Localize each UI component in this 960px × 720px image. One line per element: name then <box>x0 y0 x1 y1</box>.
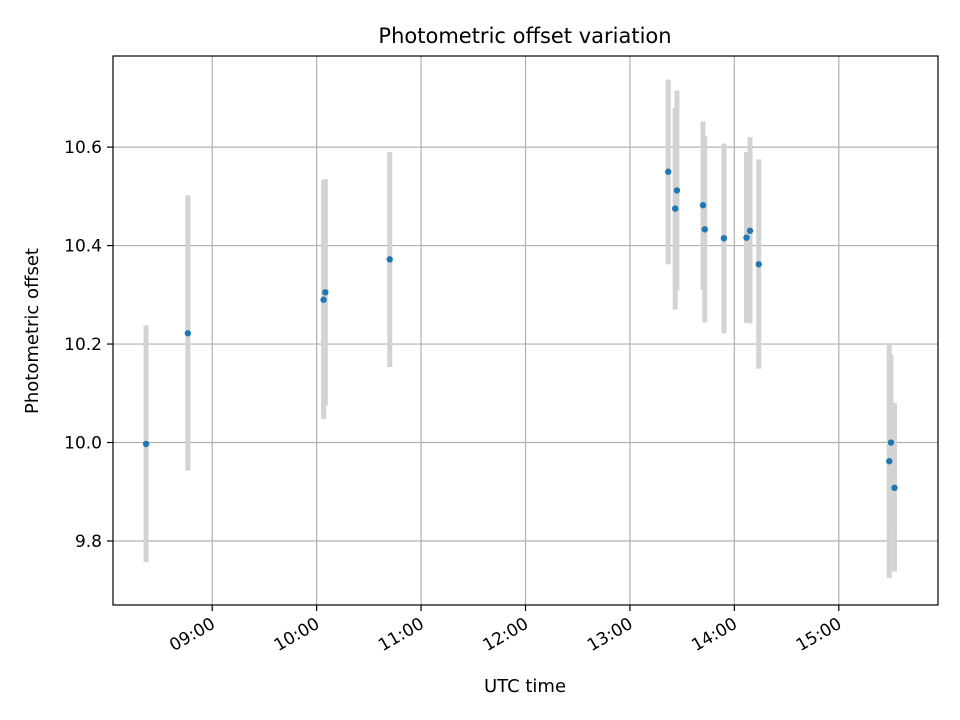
data-point <box>743 234 750 241</box>
data-point <box>746 227 754 234</box>
x-axis-label: UTC time <box>484 676 566 697</box>
grid-lines <box>113 56 938 605</box>
data-point <box>322 289 329 296</box>
chart-title: Photometric offset variation <box>378 24 671 48</box>
data-points <box>142 168 898 492</box>
data-point <box>142 440 150 448</box>
data-point <box>755 261 762 268</box>
y-axis-label: Photometric offset <box>22 248 43 414</box>
data-point <box>184 330 192 337</box>
y-tick-label: 10.2 <box>64 335 102 355</box>
data-point <box>671 205 679 212</box>
data-point <box>886 458 893 465</box>
data-point <box>673 187 681 194</box>
data-point <box>699 201 707 209</box>
data-point <box>665 168 672 175</box>
y-axis-ticks: 9.8 10.0 10.2 10.4 10.6 <box>64 138 113 552</box>
y-tick-label: 9.8 <box>75 532 102 552</box>
data-point <box>720 234 728 242</box>
data-point <box>320 296 327 303</box>
data-point <box>887 439 895 446</box>
y-tick-label: 10.0 <box>64 434 102 454</box>
y-tick-label: 10.6 <box>64 138 102 158</box>
y-tick-label: 10.4 <box>64 237 102 257</box>
data-point <box>386 256 393 263</box>
data-point <box>891 484 898 492</box>
data-point <box>701 226 708 233</box>
